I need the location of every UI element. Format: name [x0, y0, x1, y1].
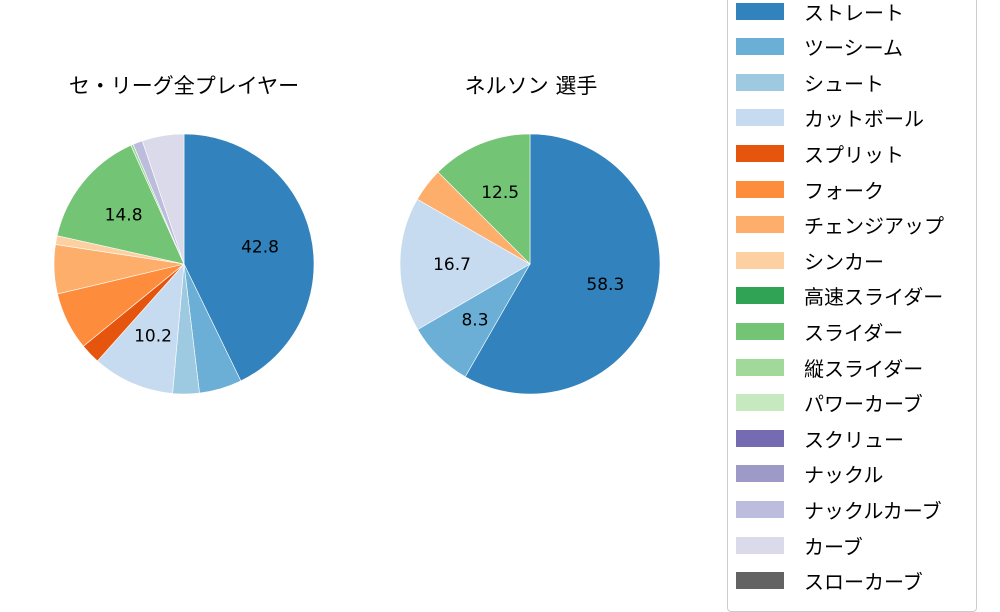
- legend-item: ナックルカーブ: [736, 497, 942, 523]
- legend-label: カーブ: [804, 534, 863, 559]
- slice-label: 42.8: [241, 238, 279, 258]
- slice-label: 14.8: [105, 206, 143, 226]
- pie-slice: [56, 144, 185, 265]
- pie-slice: [437, 133, 531, 265]
- legend-label: チェンジアップ: [804, 214, 944, 239]
- legend-swatch: [736, 536, 784, 554]
- pie-slice: [464, 133, 661, 395]
- pie-slice: [399, 198, 531, 330]
- legend-item: ツーシーム: [736, 35, 903, 61]
- legend-swatch: [736, 109, 784, 127]
- legend: ストレートツーシームシュートカットボール スプリットフォークチェンジアップ シンカー…: [727, 0, 977, 612]
- legend-label: スライダー: [804, 320, 904, 345]
- legend-swatch: [736, 216, 784, 234]
- legend-item: パワーカーブ: [736, 391, 923, 417]
- legend-item: チェンジアップ: [736, 213, 944, 239]
- legend-swatch: [736, 38, 784, 56]
- legend-item: カーブ: [736, 533, 863, 559]
- legend-item: 縦スライダー: [736, 355, 924, 381]
- legend-item: スローカーブ: [736, 569, 923, 595]
- slice-label: 12.5: [481, 183, 519, 203]
- legend-label: パワーカーブ: [804, 392, 923, 417]
- slice-label: 8.3: [461, 310, 488, 330]
- pie-slice: [141, 133, 185, 265]
- legend-label: スクリュー: [804, 427, 904, 452]
- legend-label: シンカー: [804, 249, 884, 274]
- legend-item: シュート: [736, 70, 884, 96]
- legend-item: スライダー: [736, 319, 904, 345]
- legend-item: カットボール: [736, 106, 924, 132]
- legend-swatch: [736, 251, 784, 269]
- left-pie-title: セ・リーグ全プレイヤー: [68, 74, 300, 98]
- legend-label: 縦スライダー: [804, 356, 924, 381]
- legend-label: スプリット: [804, 142, 904, 167]
- legend-label: ツーシーム: [804, 36, 903, 61]
- legend-item: ストレート: [736, 0, 904, 25]
- legend-swatch: [736, 429, 784, 447]
- legend-label: シュート: [804, 71, 884, 96]
- legend-item: ナックル: [736, 462, 884, 488]
- legend-label: スローカーブ: [804, 570, 923, 595]
- legend-swatch: [736, 465, 784, 483]
- legend-label: ナックル: [804, 463, 884, 488]
- slice-label: 16.7: [433, 255, 471, 275]
- right-pie-title: ネルソン 選手: [464, 74, 598, 98]
- legend-label: 高速スライダー: [804, 285, 944, 310]
- legend-item: スプリット: [736, 141, 904, 167]
- legend-label: ストレート: [804, 0, 904, 25]
- pie-slice: [96, 263, 185, 394]
- slice-label: 10.2: [134, 327, 172, 347]
- legend-swatch: [736, 287, 784, 305]
- legend-swatch: [736, 73, 784, 91]
- pie-slice: [183, 133, 315, 382]
- legend-swatch: [736, 322, 784, 340]
- legend-item: スクリュー: [736, 426, 904, 452]
- legend-label: ナックルカーブ: [804, 498, 942, 523]
- legend-item: シンカー: [736, 248, 884, 274]
- legend-item: フォーク: [736, 177, 884, 203]
- legend-swatch: [736, 180, 784, 198]
- legend-swatch: [736, 572, 784, 590]
- pie-charts: 42.8 10.2 14.8 58.3 8.3 16.7 12.5: [53, 133, 661, 395]
- legend-label: フォーク: [804, 178, 884, 203]
- legend-swatch: [736, 2, 784, 20]
- slice-label: 58.3: [586, 275, 624, 295]
- legend-item: 高速スライダー: [736, 284, 944, 310]
- legend-swatch: [736, 394, 784, 412]
- right-pie: 58.3 8.3 16.7 12.5: [399, 133, 661, 395]
- legend-swatch: [736, 144, 784, 162]
- left-pie: 42.8 10.2 14.8: [53, 133, 315, 395]
- legend-swatch: [736, 358, 784, 376]
- legend-label: カットボール: [804, 107, 924, 132]
- legend-swatch: [736, 500, 784, 518]
